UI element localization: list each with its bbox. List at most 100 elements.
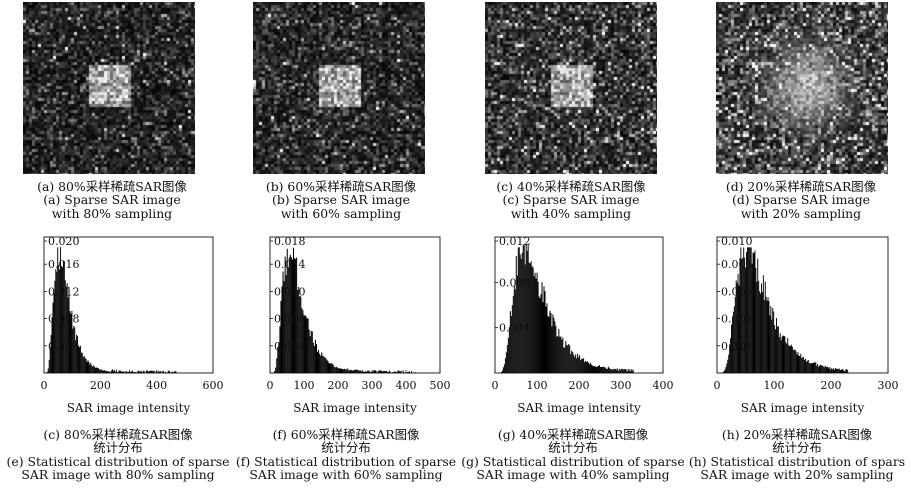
hist-bar — [354, 369, 356, 373]
caption-en-line1: (b) Sparse SAR image — [272, 192, 410, 208]
hist-bar — [834, 369, 835, 373]
hist-bar — [724, 369, 726, 373]
hist-bar — [97, 368, 99, 373]
hist-bar — [400, 370, 402, 373]
hist-bar — [786, 343, 788, 373]
hist-bar — [112, 369, 114, 373]
y-tick-label: 0.002 — [721, 340, 753, 353]
hist-bar — [278, 342, 280, 373]
hist-bar — [617, 370, 619, 373]
hist-bar — [320, 355, 322, 373]
hist-bar — [171, 371, 173, 373]
hist-bar — [276, 358, 278, 373]
hist-bar — [113, 370, 115, 373]
hist-bar — [143, 370, 145, 373]
hist-bar — [539, 298, 541, 373]
hist-bar — [777, 326, 779, 373]
image-caption-d: (d) 20%采样稀疏SAR图像 (d) Sparse SAR image wi… — [725, 179, 877, 221]
hist-bar — [172, 372, 174, 373]
hist-bar — [70, 313, 72, 373]
x-tick-label: 400 — [653, 379, 674, 392]
hist-bar — [769, 315, 771, 373]
hist-bar — [598, 365, 600, 373]
hist-bar — [520, 258, 522, 373]
hist-bar — [91, 365, 93, 373]
sar-image-40 — [485, 2, 657, 174]
x-tick-label: 200 — [821, 379, 842, 392]
hist-bar — [766, 300, 768, 373]
hist-bar — [568, 344, 570, 373]
hist-bar — [166, 372, 168, 373]
hist-bar — [308, 329, 310, 373]
hist-bar — [296, 257, 298, 373]
hist-bar — [283, 281, 285, 373]
hist-bar — [147, 370, 149, 373]
hist-bar — [566, 344, 568, 373]
hist-bar — [611, 369, 613, 373]
hist-bar — [783, 335, 785, 373]
hist-bar — [560, 336, 562, 373]
hist-bar — [729, 344, 731, 373]
hist-bar — [537, 281, 539, 373]
hist-bar — [581, 358, 583, 373]
hist-bar — [273, 372, 275, 373]
hist-bar — [619, 370, 621, 373]
hist-bar — [746, 252, 747, 373]
hist-bar — [336, 367, 338, 373]
y-tick-label: 0.012 — [48, 285, 80, 298]
hist-bar — [815, 362, 817, 373]
y-tick-label: 0.014 — [274, 258, 306, 271]
hist-bar — [367, 370, 369, 373]
hist-bar — [301, 307, 303, 373]
hist-bar — [68, 292, 70, 373]
hist-bar — [557, 335, 559, 373]
hist-bar — [123, 371, 125, 373]
hist-bar — [745, 267, 747, 373]
hist-bar — [785, 342, 787, 373]
hist-bar — [782, 335, 784, 373]
hist-bar — [69, 311, 71, 373]
hist-bar — [103, 370, 105, 373]
hist-bar — [808, 362, 810, 373]
hist-bar — [519, 254, 521, 373]
hist-bar — [515, 256, 517, 373]
hist-bar — [533, 276, 535, 373]
hist-bar — [732, 311, 734, 373]
hist-bar — [134, 371, 136, 373]
image-caption-c: (c) 40%采样稀疏SAR图像 (c) Sparse SAR image wi… — [496, 180, 645, 221]
hist-bar — [765, 296, 767, 373]
hist-bar — [740, 247, 742, 373]
hist-bar — [631, 370, 633, 373]
hist-bar — [90, 362, 92, 373]
hist-bar — [358, 370, 360, 373]
hist-bar — [757, 258, 759, 373]
x-tick-label: 0 — [267, 379, 274, 392]
hist-bar — [397, 370, 399, 373]
hist-bar — [144, 371, 146, 373]
hist-bar — [335, 366, 337, 373]
hist-bar — [629, 371, 631, 373]
hist-bar — [731, 324, 732, 373]
hist-bar — [743, 247, 745, 373]
hist-bar — [799, 356, 801, 373]
hist-bar — [836, 368, 838, 373]
hist-bar — [106, 370, 108, 373]
hist-bar — [755, 268, 757, 373]
x-axis-label: SAR image intensity — [517, 401, 641, 415]
hist-bar — [84, 357, 86, 373]
hist-bar — [279, 326, 281, 373]
hist-bar — [362, 371, 364, 373]
hist-bar — [373, 370, 375, 373]
x-tick-label: 500 — [430, 379, 451, 392]
hist-bar — [368, 370, 370, 373]
caption-cn: (d) 20%采样稀疏SAR图像 — [725, 179, 877, 194]
hist-bar — [592, 365, 594, 373]
caption-en-line2: SAR image with 20% sampling — [700, 467, 894, 483]
hist-bar — [402, 370, 404, 373]
hist-bar — [47, 368, 49, 373]
hist-bar — [583, 358, 585, 373]
hist-bar — [838, 368, 840, 373]
hist-caption-g: (g) 40%采样稀疏SAR图像 统计分布 (g) Statistical di… — [461, 428, 685, 482]
hist-bar — [167, 370, 169, 373]
hist-bar — [328, 363, 330, 373]
